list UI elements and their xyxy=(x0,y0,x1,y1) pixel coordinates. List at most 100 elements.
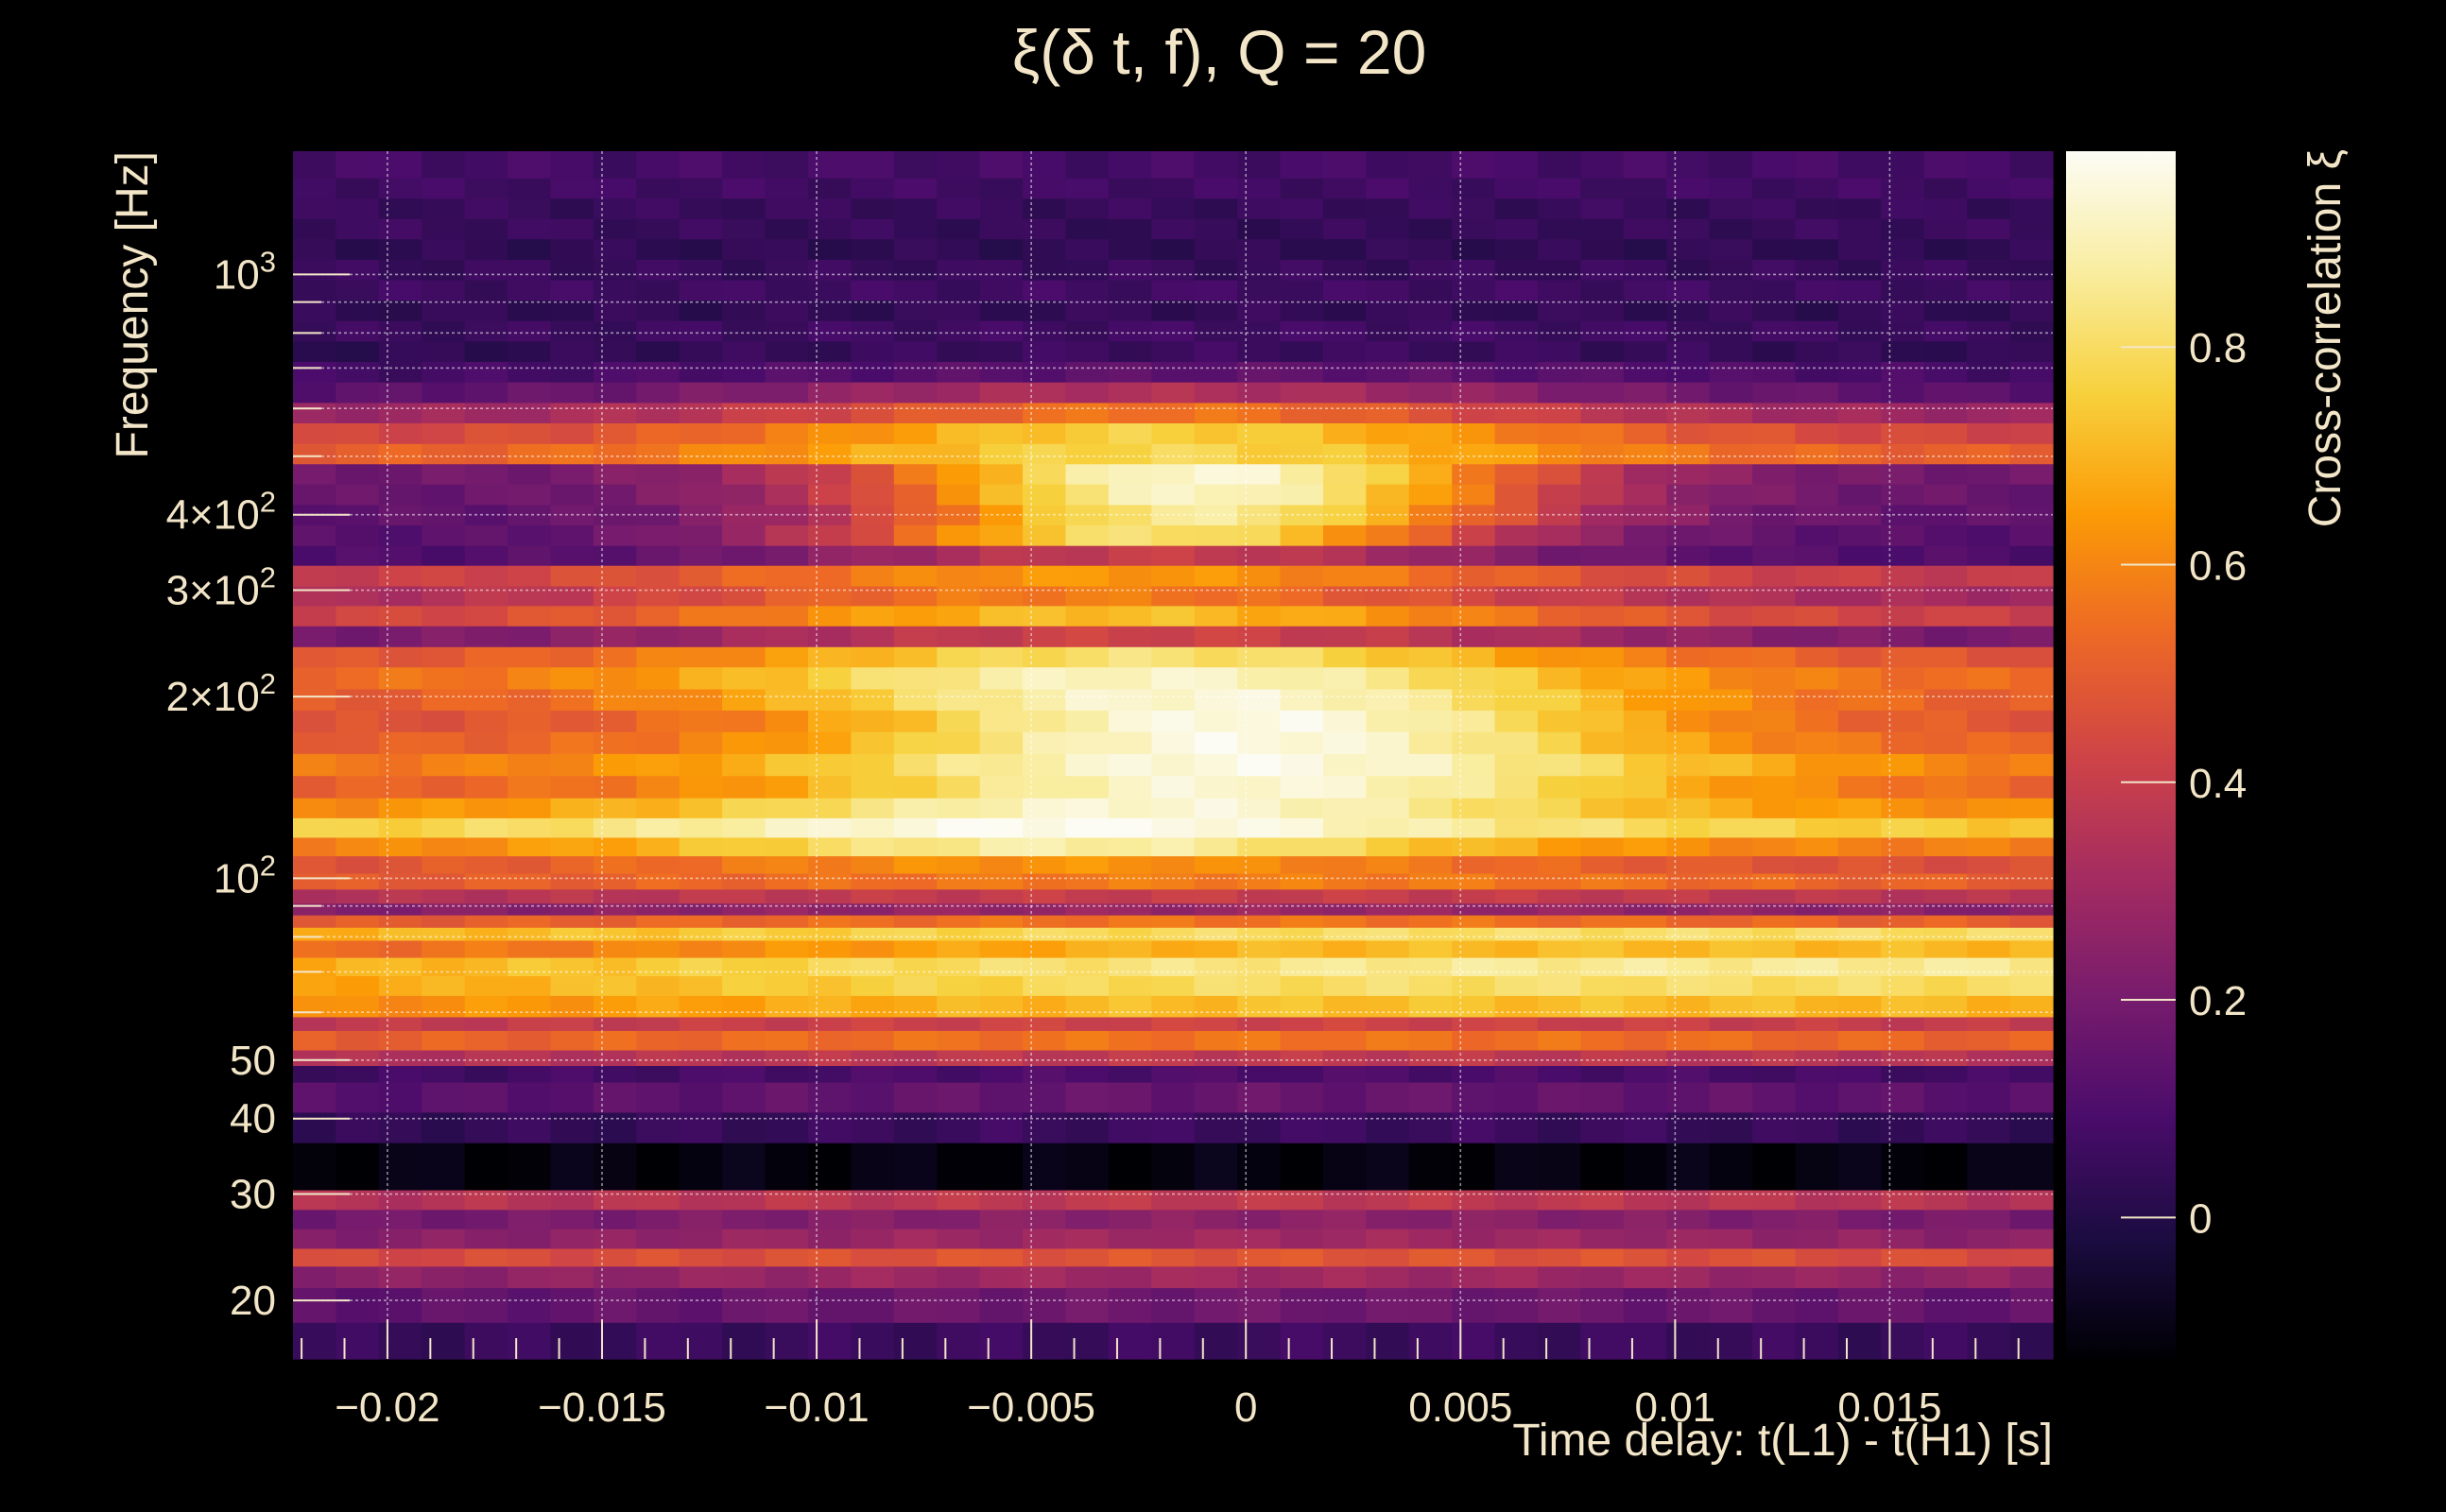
heatmap-cell xyxy=(722,340,767,362)
heatmap-cell xyxy=(1280,361,1324,383)
heatmap-cell xyxy=(1881,975,1925,996)
heatmap-cell xyxy=(1709,545,1753,566)
heatmap-cell xyxy=(1151,605,1196,627)
heatmap-cell xyxy=(1322,956,1367,976)
heatmap-cell xyxy=(1108,1049,1152,1066)
heatmap-cell xyxy=(636,798,680,818)
heatmap-cell xyxy=(1194,915,1238,928)
heatmap-cell xyxy=(1967,1287,2011,1323)
heatmap-cell xyxy=(1923,1322,1968,1360)
heatmap-cell xyxy=(1494,238,1539,260)
heatmap-cell xyxy=(293,463,337,485)
heatmap-cell xyxy=(593,1228,637,1249)
heatmap-cell xyxy=(293,731,337,754)
heatmap-cell xyxy=(1452,1081,1496,1113)
heatmap-cell xyxy=(378,975,422,996)
heatmap-cell xyxy=(464,626,508,647)
heatmap-cell xyxy=(1923,443,1968,465)
heatmap-cell xyxy=(807,178,852,199)
heatmap-cell xyxy=(422,855,466,874)
heatmap-cell xyxy=(937,688,981,711)
heatmap-cell xyxy=(464,1016,508,1031)
heatmap-cell xyxy=(893,178,938,199)
heatmap-cell xyxy=(636,238,680,260)
heatmap-cell xyxy=(1452,463,1496,485)
heatmap-cell xyxy=(1795,484,1839,506)
heatmap-cell xyxy=(2009,565,2054,587)
heatmap-cell xyxy=(765,605,809,627)
heatmap-cell xyxy=(1494,585,1539,607)
heatmap-cell xyxy=(1538,605,1582,627)
heatmap-cell xyxy=(1709,280,1753,301)
heatmap-cell xyxy=(1666,666,1711,690)
heatmap-cell xyxy=(1538,688,1582,711)
heatmap-cell xyxy=(336,1265,380,1289)
heatmap-cell xyxy=(636,300,680,321)
heatmap-cell xyxy=(508,504,552,525)
heatmap-cell xyxy=(1065,1247,1110,1267)
heatmap-cell xyxy=(679,817,723,838)
heatmap-cell xyxy=(1494,1016,1539,1031)
heatmap-cell xyxy=(893,443,938,465)
heatmap-cell xyxy=(679,710,723,732)
heatmap-cell xyxy=(1280,646,1324,668)
heatmap-cell xyxy=(1837,151,1882,179)
heatmap-cell xyxy=(1151,710,1196,732)
heatmap-cell xyxy=(1967,817,2011,838)
heatmap-cell xyxy=(1194,402,1238,423)
heatmap-cell xyxy=(1837,402,1882,423)
heatmap-cell xyxy=(679,731,723,754)
heatmap-cell xyxy=(1881,545,1925,566)
heatmap-cell xyxy=(1194,956,1238,976)
heatmap-cell xyxy=(807,1065,852,1083)
heatmap-cell xyxy=(1237,836,1282,857)
heatmap-cell xyxy=(979,504,1024,525)
heatmap-cell xyxy=(1795,995,1839,1018)
heatmap-cell xyxy=(422,1111,466,1143)
heatmap-cell xyxy=(937,463,981,485)
heatmap-cell xyxy=(1151,1111,1196,1143)
heatmap-cell xyxy=(1666,1081,1711,1113)
heatmap-cell xyxy=(722,524,767,546)
heatmap-cell xyxy=(722,1209,767,1229)
heatmap-cell xyxy=(1452,956,1496,976)
heatmap-cell xyxy=(293,178,337,199)
heatmap-cell xyxy=(550,178,594,199)
heatmap-cell xyxy=(1538,753,1582,777)
heatmap-cell xyxy=(937,927,981,941)
heatmap-cell xyxy=(422,565,466,587)
heatmap-cell xyxy=(1881,1189,1925,1211)
heatmap-cell xyxy=(1023,798,1067,818)
heatmap-cell xyxy=(2009,1247,2054,1267)
heatmap-cell xyxy=(765,915,809,928)
heatmap-cell xyxy=(1280,340,1324,362)
heatmap-cell xyxy=(1366,198,1410,219)
heatmap-cell xyxy=(2009,463,2054,485)
heatmap-cell xyxy=(1752,422,1797,444)
heatmap-cell xyxy=(1967,422,2011,444)
heatmap-cell xyxy=(1666,605,1711,627)
heatmap-cell xyxy=(679,300,723,321)
heatmap-cell xyxy=(1237,1016,1282,1031)
heatmap-cell xyxy=(851,710,895,732)
heatmap-cell xyxy=(1322,1111,1367,1143)
heatmap-cell xyxy=(378,995,422,1018)
heatmap-cell xyxy=(1023,218,1067,240)
heatmap-cell xyxy=(1538,872,1582,890)
heatmap-cell xyxy=(1752,1287,1797,1323)
heatmap-cell xyxy=(593,463,637,485)
heatmap-cell xyxy=(464,1265,508,1289)
heatmap-cell xyxy=(1452,151,1496,179)
heatmap-cell xyxy=(1923,1189,1968,1211)
heatmap-cell xyxy=(1065,956,1110,976)
heatmap-cell xyxy=(1881,1030,1925,1051)
heatmap-cell xyxy=(722,775,767,799)
heatmap-cell xyxy=(1837,300,1882,321)
heatmap-cell xyxy=(679,1030,723,1051)
heatmap-cell xyxy=(378,872,422,890)
heatmap-cell xyxy=(422,320,466,342)
heatmap-cell xyxy=(807,545,852,566)
heatmap-cell xyxy=(508,1030,552,1051)
heatmap-cell xyxy=(1108,1265,1152,1289)
heatmap-cell xyxy=(1967,361,2011,383)
